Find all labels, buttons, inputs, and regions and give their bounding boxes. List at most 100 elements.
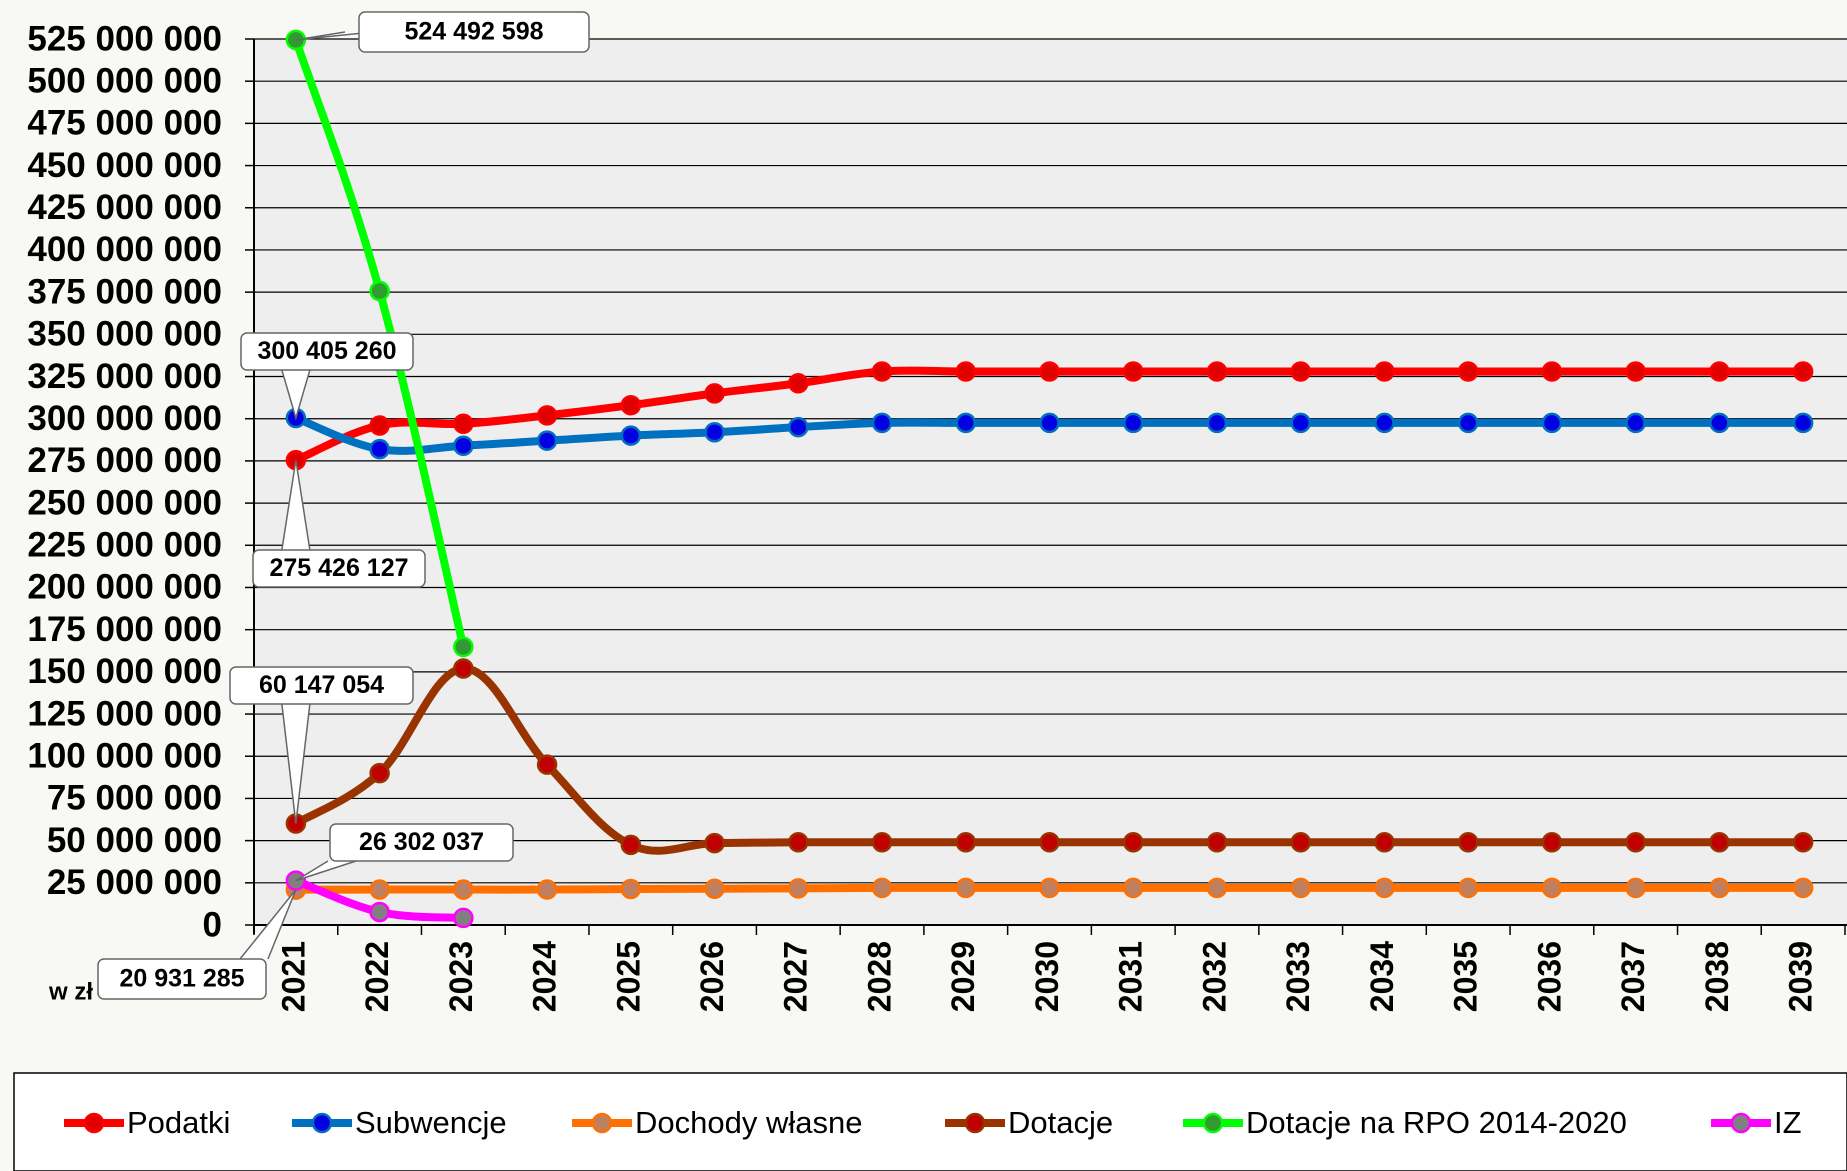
y-tick-label: 150 000 000 [27, 652, 222, 691]
series-marker [1625, 361, 1646, 382]
series-marker [1206, 412, 1228, 434]
callout-box [358, 11, 590, 53]
series-marker [955, 412, 977, 434]
y-tick-label: 425 000 000 [27, 188, 222, 227]
callout-box [329, 823, 514, 862]
series-marker [871, 361, 893, 382]
y-tick-label: 125 000 000 [27, 694, 222, 733]
series-marker [1374, 412, 1395, 434]
data-label: 20 931 285 [119, 965, 244, 993]
series-marker [1206, 877, 1228, 899]
series-marker [453, 636, 474, 658]
series-marker [1709, 832, 1730, 853]
series-marker [369, 762, 390, 784]
data-label: 300 405 260 [257, 337, 396, 365]
x-tick-label: 2029 [945, 941, 981, 1012]
legend-marker [83, 1112, 105, 1134]
legend-label: Podatki [127, 1105, 230, 1140]
legend-marker [964, 1112, 986, 1134]
legend-label: IZ [1774, 1105, 1802, 1140]
series-marker [871, 412, 893, 434]
series-marker [1541, 361, 1563, 382]
series-marker [453, 435, 474, 456]
series-marker [1374, 832, 1395, 853]
x-tick-label: 2034 [1364, 941, 1400, 1012]
callout-pointer [295, 860, 357, 882]
series-marker [1541, 412, 1563, 434]
callout-pointer [295, 31, 374, 41]
series-marker [955, 832, 977, 853]
series-marker [1039, 877, 1060, 899]
series-marker [1039, 832, 1060, 853]
series-marker [1792, 832, 1814, 853]
series-marker [788, 373, 809, 394]
series-marker [1122, 361, 1144, 382]
x-tick-label: 2021 [275, 941, 311, 1012]
y-tick-label: 475 000 000 [27, 104, 222, 143]
series-marker [1541, 877, 1563, 899]
series-marker [1206, 832, 1228, 853]
y-tick-label: 225 000 000 [27, 526, 222, 565]
x-tick-label: 2023 [443, 941, 479, 1012]
callout-pointer [281, 460, 311, 551]
series-marker [620, 878, 642, 900]
series-marker [1122, 832, 1144, 853]
series-marker [620, 425, 642, 446]
callout-box [229, 666, 414, 705]
x-tick-label: 2027 [778, 941, 814, 1012]
x-tick-label: 2032 [1196, 941, 1232, 1012]
series-marker [1039, 361, 1060, 382]
series-marker [536, 405, 558, 426]
series-marker [955, 361, 977, 382]
series-marker [1290, 412, 1311, 434]
series-marker [1792, 361, 1814, 382]
legend-label: Dochody własne [635, 1105, 862, 1140]
x-tick-label: 2036 [1531, 941, 1567, 1012]
series-marker [1709, 361, 1730, 382]
y-tick-label: 525 000 000 [27, 19, 222, 58]
callout-box [252, 549, 426, 588]
y-tick-label: 25 000 000 [47, 863, 222, 902]
series-marker [536, 754, 558, 775]
series-marker [1374, 877, 1395, 899]
plot-area [254, 39, 1847, 925]
series-marker [620, 394, 642, 416]
series-marker [704, 383, 725, 404]
series-marker [1457, 361, 1479, 382]
x-tick-label: 2022 [359, 941, 395, 1012]
series-marker [1709, 877, 1730, 899]
series-marker [1039, 412, 1060, 434]
series-marker [704, 878, 725, 899]
series-marker [453, 413, 474, 435]
y-tick-label: 350 000 000 [27, 315, 222, 354]
x-tick-label: 2028 [861, 941, 897, 1012]
series-marker [1290, 832, 1311, 853]
legend-label: Dotacje [1008, 1105, 1113, 1140]
y-tick-label: 200 000 000 [27, 568, 222, 607]
callout-box [240, 332, 414, 371]
callout-pointer [239, 889, 297, 960]
series-marker [1792, 877, 1814, 899]
y-tick-label: 500 000 000 [27, 61, 222, 100]
series-marker [1625, 832, 1646, 853]
y-tick-label: 175 000 000 [27, 610, 222, 649]
callout-box [97, 958, 267, 1000]
y-tick-label: 275 000 000 [27, 441, 222, 480]
x-tick-label: 2039 [1783, 941, 1819, 1012]
series-marker [1290, 361, 1311, 382]
x-tick-label: 2035 [1448, 941, 1484, 1012]
data-label: 275 426 127 [269, 554, 408, 582]
y-tick-label: 400 000 000 [27, 230, 222, 269]
y-tick-label: 375 000 000 [27, 272, 222, 311]
x-tick-label: 2037 [1615, 941, 1651, 1012]
x-tick-label: 2031 [1113, 941, 1149, 1012]
series-marker [1457, 412, 1479, 434]
callout-pointer [281, 369, 311, 421]
series-marker [369, 280, 390, 302]
data-label: 26 302 037 [359, 828, 484, 856]
legend-marker [311, 1112, 333, 1134]
x-tick-label: 2024 [527, 941, 563, 1012]
series-marker [788, 416, 809, 438]
x-tick-label: 2025 [610, 941, 646, 1012]
series-marker [871, 877, 893, 899]
